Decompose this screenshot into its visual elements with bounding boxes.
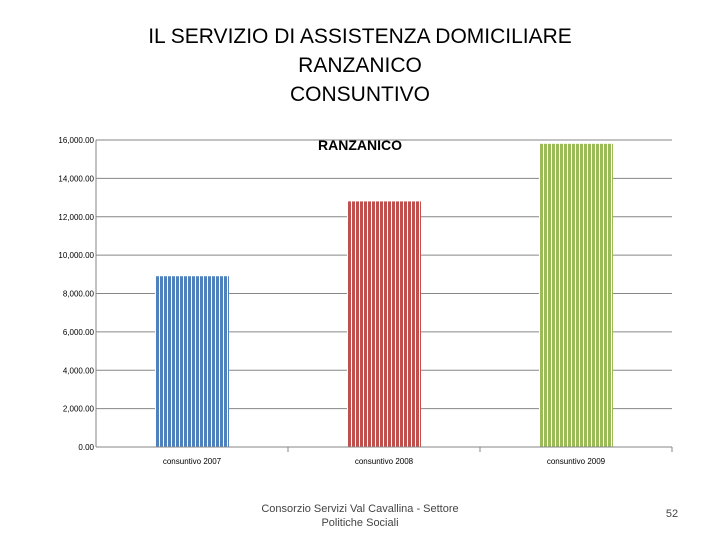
- y-tick-label: 10,000.00: [58, 251, 94, 260]
- title-line-1: IL SERVIZIO DI ASSISTENZA DOMICILIARE: [148, 25, 572, 48]
- title-line-3: CONSUNTIVO: [289, 83, 430, 106]
- chart-title: RANZANICO: [318, 137, 402, 153]
- slide-title: IL SERVIZIO DI ASSISTENZA DOMICILIARE RA…: [60, 22, 660, 109]
- axes: [95, 140, 673, 452]
- tick-labels: 0.00 2,000.00 4,000.00 6,000.00 8,000.00 10,0…: [58, 136, 605, 466]
- x-tick-label: consuntivo 2008: [355, 457, 414, 466]
- bar-3: [539, 143, 613, 447]
- y-tick-label: 12,000.00: [58, 213, 94, 222]
- y-tick-label: 8,000.00: [63, 290, 95, 299]
- bar-2: [347, 201, 421, 447]
- footer-line-1: Consorzio Servizi Val Cavallina - Settor…: [261, 503, 459, 515]
- y-tick-label: 16,000.00: [58, 136, 94, 145]
- y-tick-label: 2,000.00: [63, 405, 95, 414]
- x-tick-label: consuntivo 2007: [163, 457, 222, 466]
- footer: Consorzio Servizi Val Cavallina - Settor…: [240, 502, 480, 530]
- page-number: 52: [665, 508, 679, 520]
- bars: [155, 143, 613, 447]
- y-tick-label: 6,000.00: [63, 328, 95, 337]
- y-tick-label: 0.00: [78, 443, 94, 452]
- bar-1: [155, 276, 229, 447]
- y-tick-label: 4,000.00: [63, 366, 95, 375]
- title-line-2: RANZANICO: [298, 54, 422, 77]
- y-tick-label: 14,000.00: [58, 174, 94, 183]
- footer-line-2: Politiche Sociali: [321, 517, 399, 529]
- x-tick-label: consuntivo 2009: [547, 457, 606, 466]
